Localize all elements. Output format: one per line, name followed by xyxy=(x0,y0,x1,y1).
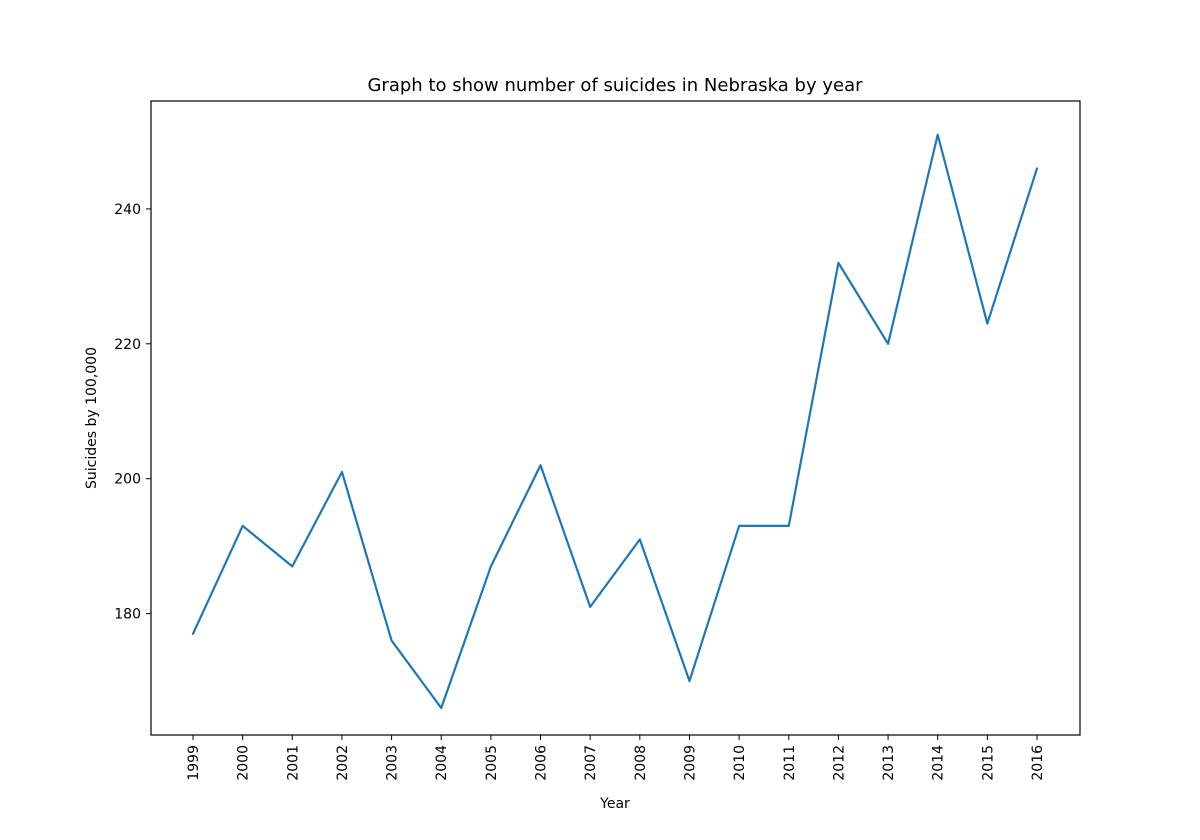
x-tick-label: 2002 xyxy=(335,745,351,781)
x-tick-label: 2004 xyxy=(434,745,450,781)
x-tick-label: 2012 xyxy=(831,745,847,781)
y-axis-label: Suicides by 100,000 xyxy=(84,347,100,489)
x-tick-label: 2007 xyxy=(583,745,599,781)
x-tick-label: 2011 xyxy=(782,745,798,781)
plot-frame xyxy=(150,100,1081,736)
chart-title: Graph to show number of suicides in Nebr… xyxy=(367,75,863,96)
x-tick-label: 2001 xyxy=(285,745,301,781)
x-tick-label: 2016 xyxy=(1030,745,1046,781)
x-tick-label: 2008 xyxy=(633,745,649,781)
y-tick-label: 200 xyxy=(114,472,141,488)
x-tick-label: 2003 xyxy=(385,745,401,781)
x-tick-label: 2013 xyxy=(881,745,897,781)
x-axis-ticks: 1999 2000 2001 2002 2003 2004 2005 2006 2007 2008… xyxy=(186,735,1046,781)
y-tick-label: 180 xyxy=(114,607,141,623)
y-tick-label: 220 xyxy=(114,337,141,353)
y-axis-ticks: 180 200 220 240 xyxy=(114,202,151,623)
x-tick-label: 2015 xyxy=(980,745,996,781)
series-line xyxy=(191,133,1039,710)
y-tick-label: 240 xyxy=(114,202,141,218)
x-tick-label: 2006 xyxy=(534,745,550,781)
x-tick-label: 2009 xyxy=(682,745,698,781)
x-tick-label: 2014 xyxy=(931,745,947,781)
x-tick-label: 2010 xyxy=(732,745,748,781)
x-tick-label: 2000 xyxy=(236,745,252,781)
x-tick-label: 1999 xyxy=(186,745,202,781)
x-tick-label: 2005 xyxy=(484,745,500,781)
x-axis-label: Year xyxy=(599,796,630,812)
